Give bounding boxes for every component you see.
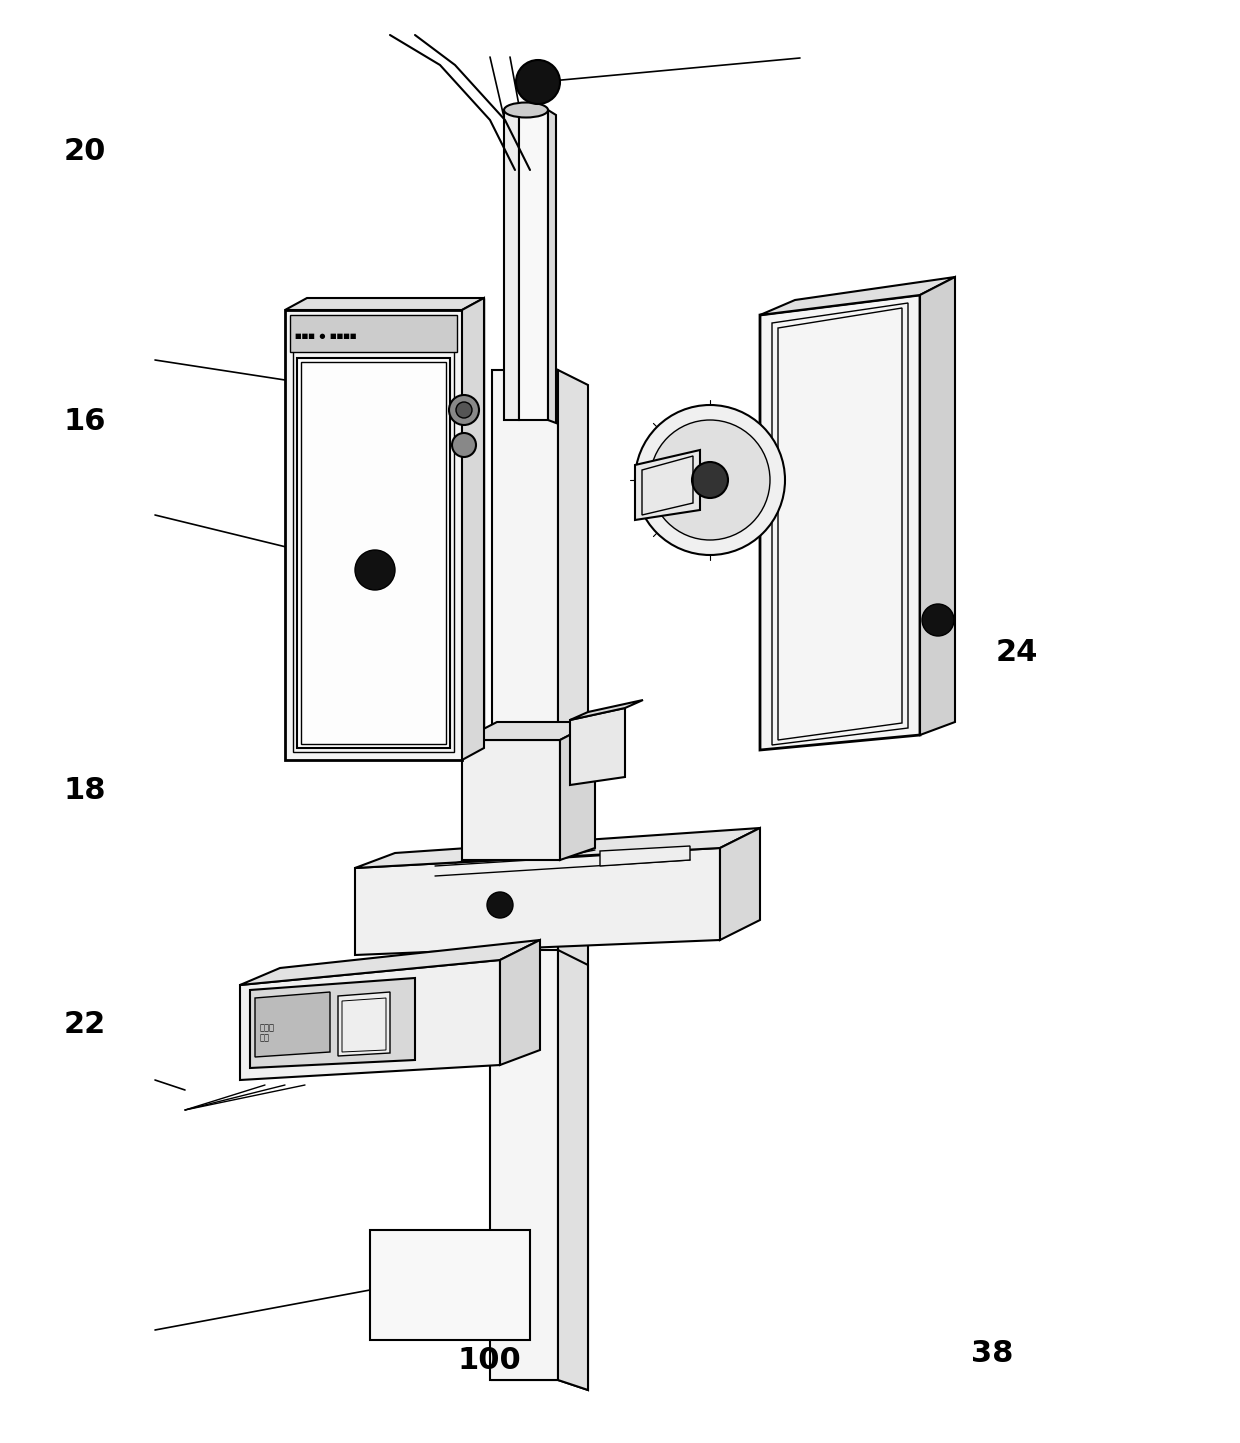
Polygon shape <box>463 299 484 760</box>
Text: 24: 24 <box>996 638 1038 667</box>
Polygon shape <box>548 110 556 423</box>
Circle shape <box>516 61 560 104</box>
Circle shape <box>923 605 954 636</box>
Circle shape <box>635 405 785 556</box>
Circle shape <box>692 462 728 498</box>
Polygon shape <box>308 299 484 747</box>
Text: 22: 22 <box>63 1010 105 1039</box>
Circle shape <box>453 433 476 457</box>
Polygon shape <box>298 358 450 747</box>
Polygon shape <box>760 277 955 315</box>
Polygon shape <box>463 740 560 860</box>
Text: 100: 100 <box>458 1346 522 1375</box>
Text: 16: 16 <box>63 407 105 436</box>
Polygon shape <box>635 450 701 519</box>
Polygon shape <box>570 700 644 720</box>
Polygon shape <box>285 310 463 760</box>
Polygon shape <box>570 709 625 785</box>
Polygon shape <box>241 939 539 986</box>
Text: 38: 38 <box>971 1339 1013 1368</box>
Text: 18: 18 <box>63 776 105 805</box>
Circle shape <box>456 403 472 418</box>
Ellipse shape <box>503 102 548 117</box>
Polygon shape <box>720 828 760 939</box>
Polygon shape <box>920 277 955 734</box>
Polygon shape <box>760 294 920 750</box>
Polygon shape <box>355 848 720 955</box>
Polygon shape <box>355 828 760 869</box>
Polygon shape <box>339 991 391 1056</box>
Polygon shape <box>255 991 330 1058</box>
Polygon shape <box>600 846 689 866</box>
Polygon shape <box>492 369 558 1380</box>
Polygon shape <box>370 1229 529 1341</box>
Polygon shape <box>500 939 539 1065</box>
Polygon shape <box>241 960 500 1079</box>
Circle shape <box>650 420 770 540</box>
Circle shape <box>487 892 513 918</box>
Polygon shape <box>560 722 595 860</box>
Polygon shape <box>490 949 558 1380</box>
Text: 二维码
扫描: 二维码 扫描 <box>260 1023 275 1043</box>
Polygon shape <box>558 949 588 1390</box>
Circle shape <box>449 395 479 426</box>
Circle shape <box>355 550 396 590</box>
Polygon shape <box>558 369 588 1390</box>
Polygon shape <box>503 110 520 420</box>
Polygon shape <box>463 722 595 740</box>
Text: ■■■  ●  ■■■■: ■■■ ● ■■■■ <box>295 333 357 339</box>
Polygon shape <box>285 299 484 310</box>
Text: 20: 20 <box>63 137 105 166</box>
Polygon shape <box>250 978 415 1068</box>
Polygon shape <box>520 110 548 420</box>
Polygon shape <box>290 315 458 352</box>
